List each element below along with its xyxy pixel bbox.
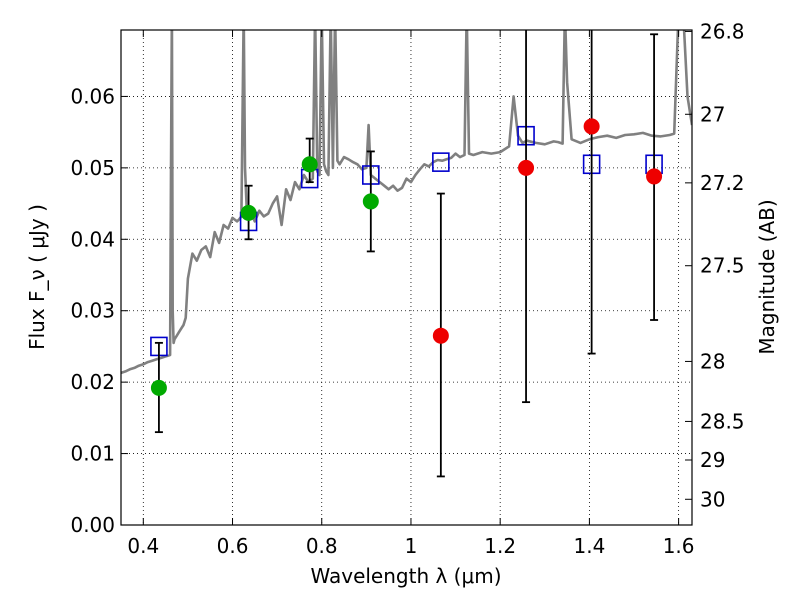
y-tick-label: 0.02 [70,370,115,394]
model-spectrum-line [121,30,692,375]
y-tick-label: 0.00 [70,513,115,537]
y-tick-label: 0.01 [70,442,115,466]
data-point [150,379,167,396]
data-point [646,168,663,185]
x-tick-label: 1 [405,534,418,558]
y-axis-title: Flux F_ν ( μJy ) [25,204,49,350]
x-tick-label: 0.8 [306,534,338,558]
x-tick-label: 1.4 [573,534,605,558]
ticks: 0.4 0.6 0.8 1 1.2 1.4 1.6 0.00 0.01 0.02 0.03 0.04 0… [70,19,744,558]
x-tick-label: 0.4 [127,534,159,558]
x-tick-label: 1.2 [484,534,516,558]
right-axis-title: Magnitude (AB) [755,199,779,354]
right-tick-label: 28 [700,349,725,373]
x-tick-label: 1.6 [663,534,695,558]
right-tick-label: 28.5 [700,409,745,433]
grid [121,30,692,526]
right-tick-label: 29 [700,448,725,472]
data-point [432,327,449,344]
model-square-marker [432,152,450,172]
right-tick-label: 27 [700,102,725,126]
data-point [240,204,257,221]
y-tick-label: 0.03 [70,299,115,323]
right-tick-label: 27.2 [700,171,745,195]
x-tick-label: 0.6 [217,534,249,558]
series-layer [121,30,692,478]
x-axis-title: Wavelength λ (μm) [310,564,501,588]
right-tick-label: 27.5 [700,254,745,278]
plot-frame [120,29,693,526]
y-tick-label: 0.04 [70,227,115,251]
data-point [301,156,318,173]
right-tick-label: 26.8 [700,19,745,43]
data-point [518,159,535,176]
y-tick-label: 0.06 [70,84,115,108]
y-tick-label: 0.05 [70,156,115,180]
data-point [583,118,600,135]
right-tick-label: 30 [700,487,725,511]
plot-background [121,30,692,525]
data-point [362,193,379,210]
